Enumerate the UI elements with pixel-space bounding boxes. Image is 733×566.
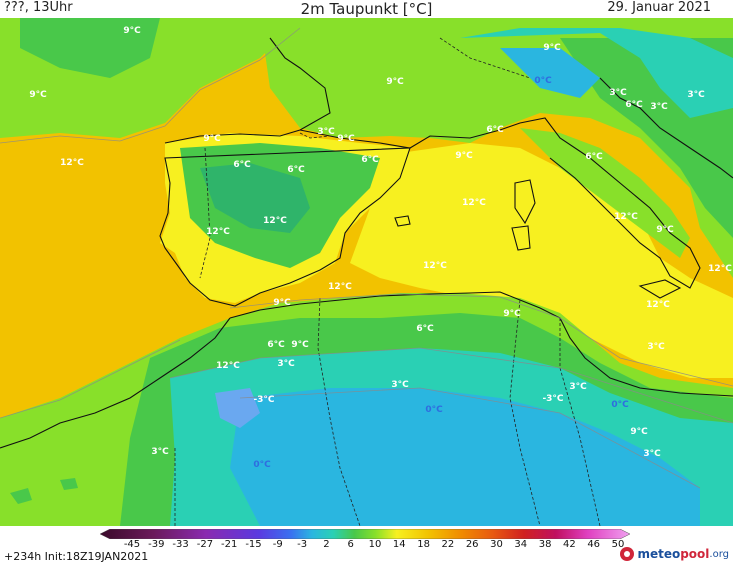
temperature-label: 3°C <box>647 342 665 352</box>
legend-tick-label: 34 <box>514 539 528 550</box>
legend-colorbar <box>100 529 630 539</box>
legend-tick-label: -3 <box>297 539 308 550</box>
temperature-label: 3°C <box>277 359 295 369</box>
temperature-label: 3°C <box>391 380 409 390</box>
legend-tick-label: -33 <box>172 539 189 550</box>
north-cyan-zone <box>460 28 733 118</box>
map-header: ???, 13Uhr 2m Taupunkt [°C] 29. Januar 2… <box>0 0 733 18</box>
temperature-label: 3°C <box>650 102 668 112</box>
legend-tick-label: 46 <box>587 539 601 550</box>
africa-light-blue-zone <box>215 388 260 428</box>
temperature-label: 0°C <box>534 76 552 86</box>
temperature-label: 12°C <box>263 216 287 226</box>
temperature-label: 9°C <box>273 298 291 308</box>
legend-tick-label: 18 <box>417 539 430 550</box>
temperature-label: -3°C <box>253 395 274 405</box>
dewpoint-map: 9°C9°C9°C12°C9°C6°C 6°C3°C9°C6°C 9°C9°C12°… <box>0 18 733 526</box>
temperature-label: 12°C <box>708 264 732 274</box>
temperature-label: 9°C <box>291 340 309 350</box>
temperature-label: 3°C <box>317 127 335 137</box>
temperature-label: 12°C <box>206 227 230 237</box>
temperature-label: 9°C <box>543 43 561 53</box>
temperature-label: 9°C <box>337 134 355 144</box>
logo-icon <box>620 547 635 561</box>
legend-tick-label: 50 <box>611 539 625 550</box>
temperature-label: 3°C <box>687 90 705 100</box>
model-run-label: +234h Init:18Z19JAN2021 <box>4 550 149 563</box>
legend-tick-label: 30 <box>490 539 503 550</box>
country-borders <box>174 37 601 526</box>
map-title: 2m Taupunkt [°C] <box>300 0 433 18</box>
temperature-label: 9°C <box>123 26 141 36</box>
temperature-label: 9°C <box>656 225 674 235</box>
italy-land <box>520 128 690 258</box>
temperature-label: 0°C <box>253 460 271 470</box>
temperature-label: 6°C <box>361 155 379 165</box>
legend-tick-label: 14 <box>392 539 406 550</box>
forecast-time-label: ???, 13Uhr <box>4 0 73 15</box>
legend-tick-label: 6 <box>347 539 354 550</box>
legend-tick-label: 26 <box>465 539 479 550</box>
logo-text-org: .org <box>709 548 729 560</box>
logo-text-pool: pool <box>680 547 710 561</box>
legend-tick-label: 10 <box>368 539 382 550</box>
legend-tick-label: 2 <box>323 539 330 550</box>
temperature-label: 12°C <box>462 198 486 208</box>
temperature-labels: 9°C9°C9°C12°C9°C6°C 6°C3°C9°C6°C 9°C9°C12°… <box>29 26 732 470</box>
logo-text-meteo: meteo <box>637 547 681 561</box>
meteopool-logo[interactable]: meteo pool .org <box>620 545 729 563</box>
temperature-label: 3°C <box>569 382 587 392</box>
contour-lines <box>0 27 733 489</box>
atlantic-dark-zone <box>20 18 160 78</box>
legend-tick-label: 22 <box>441 539 455 550</box>
temperature-label: 6°C <box>267 340 285 350</box>
iberia-dark-zone <box>200 163 310 233</box>
legend-tick-label: 42 <box>563 539 576 550</box>
legend-tick-label: -27 <box>196 539 214 550</box>
temperature-label: 3°C <box>643 449 661 459</box>
temperature-label: 6°C <box>625 100 643 110</box>
temperature-label: 9°C <box>630 427 648 437</box>
temperature-label: 9°C <box>503 309 521 319</box>
legend-tick-label: -9 <box>272 539 283 550</box>
temperature-label: 3°C <box>609 88 627 98</box>
temperature-label: 9°C <box>203 134 221 144</box>
temperature-label: 12°C <box>328 282 352 292</box>
temperature-label: 6°C <box>486 125 504 135</box>
africa-sky-zone <box>230 388 700 526</box>
map-footer: -45 -39 -33 -27 -21 -15 -9 -3 2 6 10 14 18 22 26 30 34 38… <box>0 526 733 566</box>
temperature-label: 9°C <box>455 151 473 161</box>
temperature-label: 12°C <box>60 158 84 168</box>
temperature-label: 6°C <box>233 160 251 170</box>
temperature-label: 12°C <box>646 300 670 310</box>
north-sky-zone <box>500 48 600 98</box>
temperature-label: 9°C <box>29 90 47 100</box>
legend-tick-label: -45 <box>123 539 141 550</box>
temperature-label: 12°C <box>216 361 240 371</box>
forecast-date-label: 29. Januar 2021 <box>607 0 711 15</box>
temperature-label: 12°C <box>423 261 447 271</box>
temperature-label: 6°C <box>287 165 305 175</box>
temperature-label: 9°C <box>386 77 404 87</box>
legend-tick-label: -39 <box>148 539 165 550</box>
temperature-label: 0°C <box>611 400 629 410</box>
temperature-label: 6°C <box>416 324 434 334</box>
temperature-label: -3°C <box>542 394 563 404</box>
temperature-label: 3°C <box>151 447 169 457</box>
mediterranean-yellow <box>350 143 733 378</box>
legend-tick-labels: -45 -39 -33 -27 -21 -15 -9 -3 2 6 10 14 18 22 26 30 34 38… <box>0 539 733 553</box>
legend-tick-label: -15 <box>245 539 262 550</box>
temperature-label: 0°C <box>425 405 443 415</box>
canary-islands <box>10 478 78 504</box>
temperature-label: 6°C <box>585 152 603 162</box>
legend-tick-label: -21 <box>221 539 238 550</box>
legend-tick-label: 38 <box>538 539 552 550</box>
temperature-label: 12°C <box>614 212 638 222</box>
